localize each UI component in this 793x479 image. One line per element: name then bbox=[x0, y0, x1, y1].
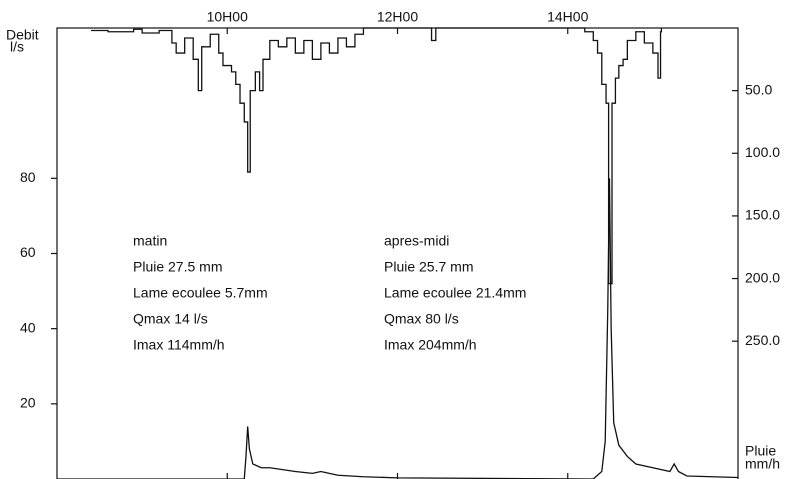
x-tick-label: 12H00 bbox=[377, 9, 418, 25]
x-tick-label: 14H00 bbox=[547, 9, 588, 25]
y-tick-label: 40 bbox=[20, 319, 36, 335]
annotation: Lame ecoulee 5.7mm bbox=[133, 285, 268, 301]
y2-tick-label: 250.0 bbox=[745, 332, 780, 348]
y2-tick-label: 150.0 bbox=[745, 207, 780, 223]
annotation: Imax 204mm/h bbox=[384, 337, 477, 353]
y-tick-label: 60 bbox=[20, 244, 36, 260]
y-tick-label: 80 bbox=[20, 169, 36, 185]
rain-hyetograph bbox=[91, 27, 663, 285]
annotation: matin bbox=[133, 233, 167, 249]
y2-axis-label: mm/h bbox=[745, 456, 780, 472]
y-tick-label: 20 bbox=[20, 395, 36, 411]
annotation: Pluie 27.5 mm bbox=[133, 259, 222, 275]
y-axis-label: l/s bbox=[10, 39, 24, 55]
annotation: Qmax 80 l/s bbox=[384, 311, 459, 327]
plot-frame bbox=[56, 27, 739, 479]
x-tick-label: 10H00 bbox=[207, 9, 248, 25]
y2-tick-label: 100.0 bbox=[745, 144, 780, 160]
y2-tick-label: 50.0 bbox=[745, 81, 772, 97]
flow-line bbox=[57, 178, 739, 479]
annotation: Imax 114mm/h bbox=[133, 337, 225, 353]
annotation: apres-midi bbox=[384, 233, 449, 249]
y2-axis-label: Pluie bbox=[745, 443, 776, 459]
annotation: Lame ecoulee 21.4mm bbox=[384, 285, 526, 301]
y-axis-label: Debit bbox=[6, 27, 39, 43]
y2-tick-label: 200.0 bbox=[745, 269, 780, 285]
annotation: Qmax 14 l/s bbox=[133, 311, 208, 327]
annotation: Pluie 25.7 mm bbox=[384, 259, 473, 275]
